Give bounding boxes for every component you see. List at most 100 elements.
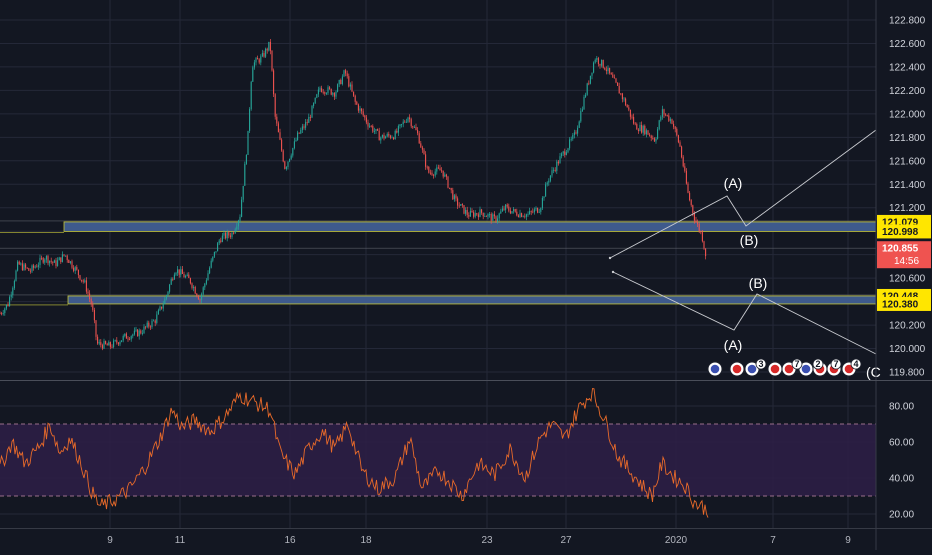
candle-body — [121, 340, 123, 342]
candle-body — [637, 129, 639, 132]
candle-body — [457, 198, 459, 206]
candle-body — [57, 260, 59, 266]
candle-body — [81, 279, 83, 281]
candle-body — [492, 214, 494, 221]
candle-body — [674, 126, 676, 129]
candle-body — [119, 341, 121, 345]
time-tick-label: 9 — [845, 535, 851, 546]
candle-body — [66, 255, 68, 260]
price-tick-label: 120.600 — [889, 274, 926, 285]
candle-body — [381, 134, 383, 138]
candle-body — [210, 260, 212, 268]
candle-body — [250, 81, 252, 110]
candle-body — [295, 140, 297, 142]
candle-body — [116, 340, 118, 343]
price-tick-label: 122.000 — [889, 109, 926, 120]
candle-body — [397, 126, 399, 133]
candle-body — [489, 213, 491, 215]
candle-body — [700, 231, 702, 233]
zone-level-tag: 120.380 — [882, 299, 919, 310]
candle-body — [65, 255, 67, 257]
event-flag-icon[interactable] — [841, 361, 857, 377]
horizontal-zone — [63, 221, 877, 232]
candle-body — [143, 326, 145, 334]
candle-body — [458, 205, 460, 207]
candle-body — [260, 56, 262, 63]
candle-body — [609, 67, 611, 73]
candle-body — [317, 89, 319, 95]
candle-body — [657, 129, 659, 139]
candle-body — [377, 129, 379, 131]
candle-body — [109, 342, 111, 347]
candle-body — [452, 190, 454, 200]
candle-body — [97, 336, 99, 344]
candle-body — [135, 329, 137, 331]
candle-body — [591, 72, 593, 76]
candle-body — [570, 138, 572, 140]
candle-body — [628, 107, 630, 110]
candle-body — [361, 108, 363, 112]
candle-body — [517, 215, 519, 217]
candle-body — [669, 119, 671, 121]
candle-body — [333, 92, 335, 97]
price-tick-label: 121.600 — [889, 156, 926, 167]
candle-body — [501, 208, 503, 212]
candle-body — [343, 70, 345, 77]
candle-body — [612, 74, 614, 78]
candle-body — [597, 58, 599, 64]
candle-body — [13, 280, 15, 288]
candle-body — [543, 196, 545, 198]
candle-body — [237, 220, 239, 227]
candle-body — [146, 322, 148, 328]
event-flag-icon[interactable] — [707, 361, 723, 377]
candle-body — [556, 161, 558, 171]
event-flag-icon[interactable] — [767, 361, 783, 377]
candle-body — [276, 116, 278, 124]
candle-body — [581, 109, 583, 111]
candle-body — [148, 322, 150, 327]
candle-body — [87, 291, 89, 294]
wave-path-lower — [612, 271, 877, 355]
candle-body — [497, 218, 499, 222]
candle-body — [167, 291, 169, 296]
candle-body — [194, 286, 196, 294]
candle-body — [37, 265, 39, 267]
candle-body — [527, 214, 529, 215]
candle-body — [546, 182, 548, 185]
price-tick-label: 121.400 — [889, 180, 926, 191]
candle-body — [692, 205, 694, 214]
candle-body — [55, 260, 57, 266]
candle-body — [249, 109, 251, 131]
candle-body — [156, 314, 158, 323]
candle-body — [500, 211, 502, 214]
event-flag-icon[interactable] — [798, 361, 814, 377]
candle-body — [236, 226, 238, 230]
candle-body — [351, 84, 353, 92]
candle-body — [162, 304, 164, 309]
candle-body — [677, 135, 679, 143]
event-flags[interactable]: 3 7 2 7 4 — [707, 358, 862, 377]
candle-body — [98, 342, 100, 344]
candle-body — [639, 124, 641, 132]
candle-body — [661, 109, 663, 117]
candle-body — [652, 137, 654, 139]
event-flag-icon[interactable] — [729, 361, 745, 377]
candle-body — [245, 154, 247, 164]
candle-body — [522, 216, 524, 218]
candle-body — [306, 122, 308, 124]
candle-body — [189, 278, 191, 284]
candle-body — [625, 98, 627, 106]
candle-body — [529, 211, 531, 215]
candle-body — [239, 216, 241, 221]
candle-body — [596, 58, 598, 60]
candle-body — [21, 263, 23, 271]
candle-body — [426, 166, 428, 168]
candle-body — [668, 115, 670, 121]
event-flag-core — [747, 364, 757, 374]
candle-body — [173, 274, 175, 280]
candle-body — [655, 138, 657, 142]
zone-level-tag: 121.079 — [882, 217, 919, 228]
event-flag-icon[interactable] — [744, 361, 760, 377]
